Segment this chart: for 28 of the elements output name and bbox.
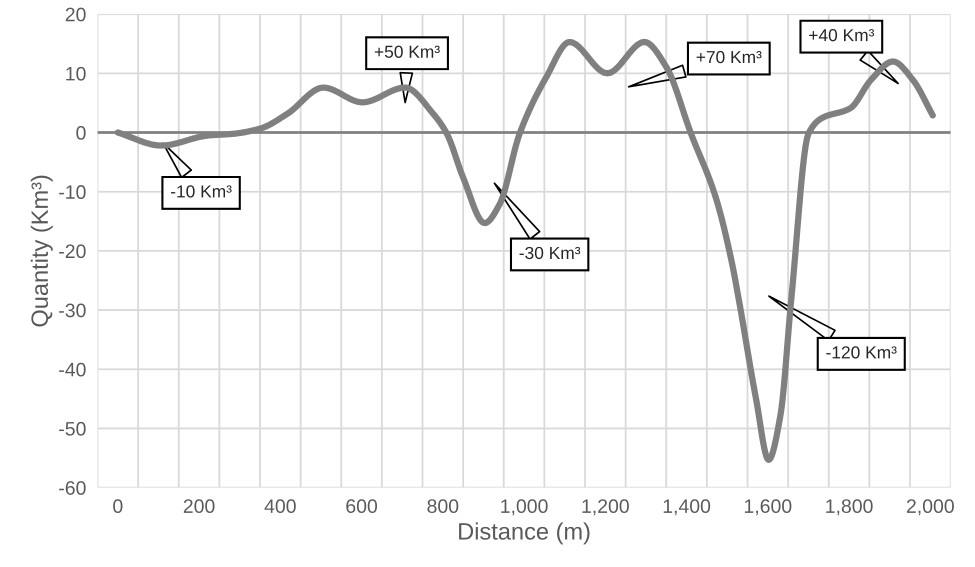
annotation: +40 Km³ xyxy=(809,29,874,42)
x-tick-label: 1,600 xyxy=(744,499,792,516)
x-tick-label: 1,000 xyxy=(501,499,548,516)
y-tick-label: -40 xyxy=(59,362,86,376)
x-tick-label: 600 xyxy=(346,499,378,514)
annotation: -120 Km³ xyxy=(826,346,897,359)
x-tick-label: 2,000 xyxy=(906,499,954,516)
x-tick-label: 1,800 xyxy=(826,499,873,516)
annotation: +70 Km³ xyxy=(696,50,762,64)
x-tick-label: 1,400 xyxy=(664,499,710,516)
y-tick-label: -10 xyxy=(59,185,86,199)
annotation: +50 Km³ xyxy=(374,46,440,58)
y-tick-label: -20 xyxy=(59,244,86,258)
y-tick-label: 0 xyxy=(76,126,86,140)
y-tick-label: 20 xyxy=(66,8,86,22)
annotation: -30 Km³ xyxy=(520,246,580,260)
x-tick-label: 400 xyxy=(264,499,296,514)
x-tick-label: 0 xyxy=(113,499,122,514)
y-tick-label: -50 xyxy=(59,422,86,436)
y-axis-title: Quantity (Km³) xyxy=(30,176,53,327)
annotation: -10 Km³ xyxy=(170,185,232,198)
y-tick-label: 10 xyxy=(66,66,86,81)
x-axis-title: Distance (m) xyxy=(459,522,590,544)
x-tick-label: 1,200 xyxy=(582,499,629,516)
y-tick-label: -60 xyxy=(59,481,86,495)
y-tick-label: -30 xyxy=(59,304,86,318)
x-tick-label: 800 xyxy=(427,499,458,514)
x-tick-label: 200 xyxy=(184,499,215,514)
